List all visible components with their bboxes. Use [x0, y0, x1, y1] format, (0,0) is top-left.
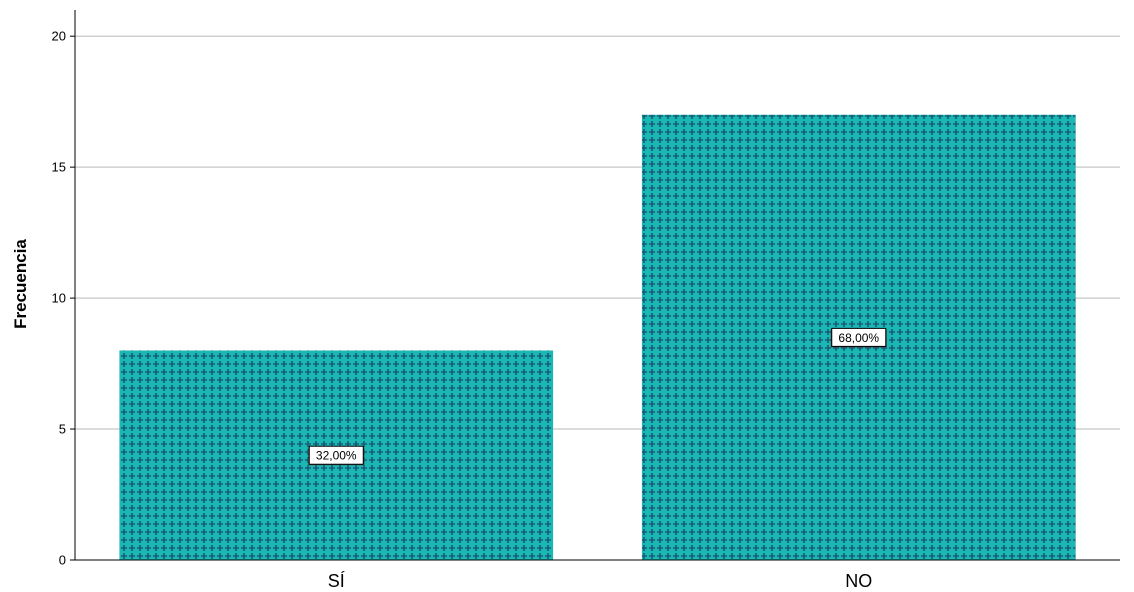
y-tick-label: 5: [59, 422, 66, 437]
data-labels: 32,00% 68,00%: [308, 327, 887, 466]
data-label-box: [308, 445, 364, 465]
data-label-text: 68,00%: [838, 331, 879, 345]
y-axis-label: Frecuencia: [11, 239, 30, 329]
y-tick-label: 0: [59, 553, 66, 568]
data-label-text: 32,00%: [316, 449, 357, 463]
x-tick-labels: SÍ NO: [328, 571, 873, 591]
data-label-1: 68,00%: [830, 327, 887, 348]
y-tick-label: 10: [52, 291, 66, 306]
data-label-0: 32,00%: [308, 445, 365, 466]
y-tick-label: 15: [52, 160, 66, 175]
axes: [74, 10, 1120, 561]
x-tick-label: NO: [845, 571, 872, 591]
y-tick-labels: 0 5 10 15 20: [52, 29, 75, 568]
y-tick-label: 20: [52, 29, 66, 44]
bars: [119, 114, 1076, 560]
data-label-box: [831, 327, 887, 347]
x-tick-label: SÍ: [328, 571, 345, 591]
